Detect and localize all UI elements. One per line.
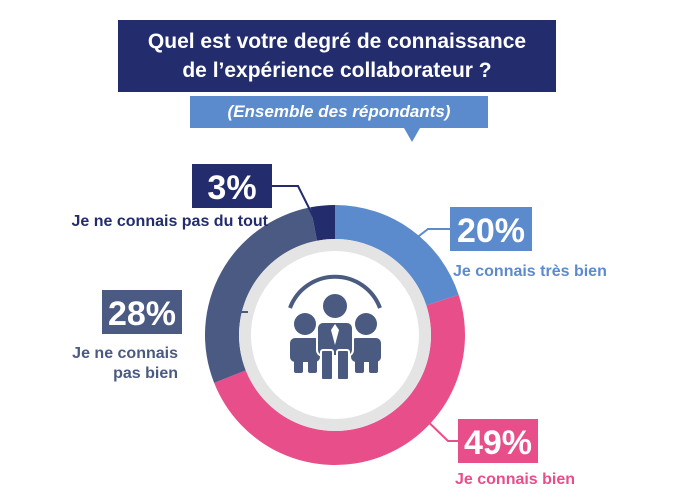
pct-box-tres-bien — [450, 207, 532, 251]
leader-line-bien — [417, 411, 458, 442]
pct-label-pas-bien: 28% — [108, 295, 176, 333]
donut-ring — [205, 205, 465, 465]
leader-line-pas-du-tout — [272, 185, 321, 231]
chart-subtitle: (Ensemble des répondants) — [190, 96, 488, 128]
cat-label-pas-bien-line-1: Je ne connais — [72, 345, 178, 362]
people-group-icon — [288, 274, 382, 381]
subtitle-callout-tail — [404, 128, 420, 142]
cat-label-pas-du-tout: Je ne connais pas du tout — [72, 213, 269, 230]
arc-icon-part — [288, 274, 382, 309]
pct-label-bien: 49% — [464, 424, 532, 462]
cat-label-tres-bien: Je connais très bien — [453, 263, 607, 280]
pct-box-pas-du-tout — [192, 164, 272, 208]
slice-pas-du-tout — [310, 205, 335, 241]
pct-label-tres-bien: 20% — [457, 212, 525, 250]
title-line-1: Quel est votre degré de connaissance — [147, 30, 527, 53]
cat-label-bien: Je connais bien — [455, 471, 575, 488]
chart-title: Quel est votre degré de connaissance de … — [118, 20, 556, 92]
cat-label-pas-bien-line-2: pas bien — [113, 365, 178, 382]
pct-label-pas-du-tout: 3% — [207, 169, 256, 207]
pct-box-pas-bien — [102, 290, 182, 334]
slice-bien — [214, 294, 465, 465]
leader-line-tres-bien — [405, 228, 450, 247]
title-line-2: de l’expérience collaborateur ? — [182, 59, 492, 82]
inner-ring — [239, 239, 431, 431]
pct-box-bien — [458, 419, 538, 463]
slice-tres-bien — [335, 205, 459, 306]
slice-pas-bien — [205, 207, 318, 383]
